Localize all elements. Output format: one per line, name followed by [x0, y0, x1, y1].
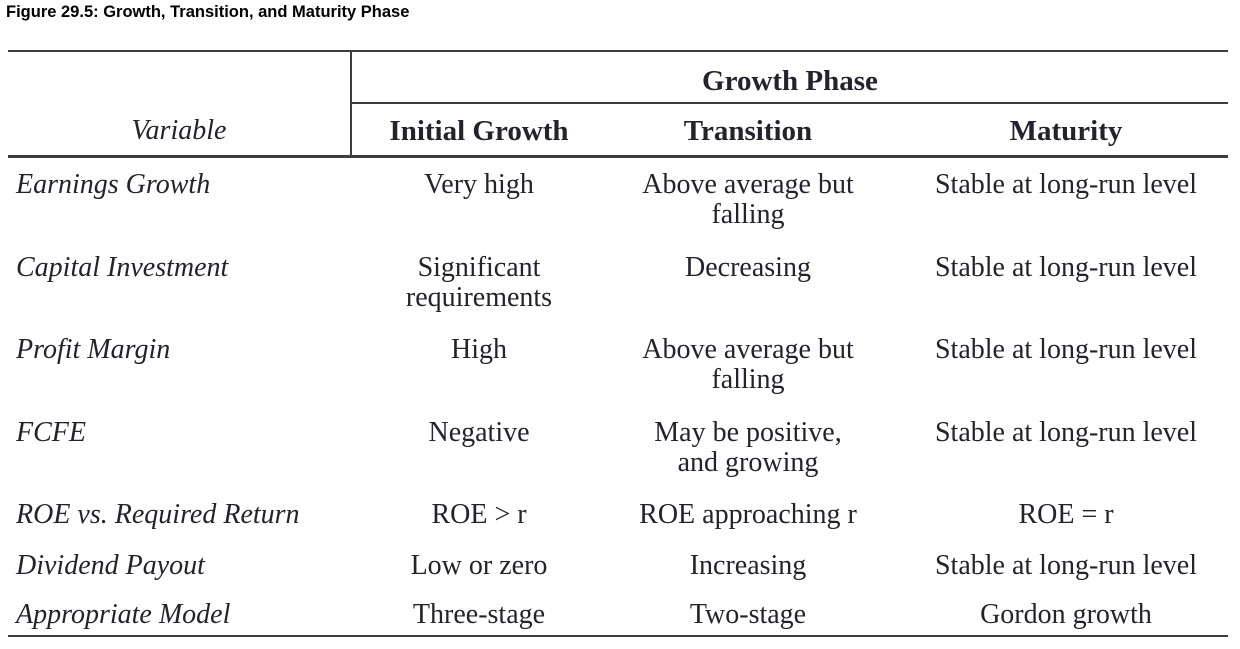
table-row-roe-vs-required-return: ROE vs. Required Return ROE > r ROE appr… — [8, 488, 1228, 539]
cell-maturity: Stable at long-run level — [934, 550, 1198, 581]
figure-title: Figure 29.5: Growth, Transition, and Mat… — [6, 3, 410, 21]
cell-transition: May be positive, and growing — [654, 417, 842, 478]
cell-transition: Increasing — [689, 550, 807, 581]
cell-transition: Two-stage — [689, 599, 807, 630]
table-row-appropriate-model: Appropriate Model Three-stage Two-stage … — [8, 588, 1228, 635]
header-bottom-border — [8, 155, 1228, 158]
cell-initial-growth: Significant requirements — [405, 252, 553, 313]
cell-maturity: Stable at long-run level — [934, 417, 1198, 448]
table-bottom-border — [8, 635, 1228, 637]
cell-initial-growth: Three-stage — [412, 599, 546, 630]
column-header-initial-growth: Initial Growth — [389, 115, 569, 147]
cell-maturity: ROE = r — [1018, 499, 1114, 530]
column-header-maturity: Maturity — [1009, 115, 1123, 147]
cell-initial-growth: Negative — [428, 417, 530, 448]
cell-variable: Appropriate Model — [16, 599, 231, 630]
cell-transition: Decreasing — [685, 252, 811, 283]
table-row-dividend-payout: Dividend Payout Low or zero Increasing S… — [8, 539, 1228, 588]
cell-maturity: Stable at long-run level — [934, 169, 1198, 200]
cell-transition: Above average but falling — [642, 169, 854, 230]
cell-initial-growth: High — [451, 334, 507, 365]
cell-initial-growth: Low or zero — [410, 550, 548, 581]
growth-phase-table: Growth Phase Variable Initial Growth Tra… — [8, 50, 1228, 642]
cell-maturity: Stable at long-run level — [934, 334, 1198, 365]
table-top-border — [8, 50, 1228, 52]
cell-initial-growth: ROE > r — [431, 499, 527, 530]
cell-variable: Profit Margin — [16, 334, 171, 365]
growth-phase-underline — [352, 102, 1228, 104]
table-row-profit-margin: Profit Margin High Above average but fal… — [8, 323, 1228, 406]
table-row-capital-investment: Capital Investment Significant requireme… — [8, 241, 1228, 323]
cell-variable: Capital Investment — [16, 252, 229, 283]
table-row-earnings-growth: Earnings Growth Very high Above average … — [8, 158, 1228, 241]
table-row-fcfe: FCFE Negative May be positive, and growi… — [8, 406, 1228, 488]
cell-variable: FCFE — [16, 417, 86, 448]
column-header-transition: Transition — [683, 115, 813, 147]
column-headers-row: Variable Initial Growth Transition Matur… — [8, 115, 1228, 147]
cell-variable: ROE vs. Required Return — [16, 499, 300, 530]
cell-variable: Dividend Payout — [16, 550, 205, 581]
growth-phase-span-header: Growth Phase — [702, 65, 878, 97]
header-vertical-divider — [350, 50, 352, 155]
cell-variable: Earnings Growth — [16, 169, 211, 200]
cell-maturity: Gordon growth — [980, 599, 1152, 630]
cell-transition: Above average but falling — [642, 334, 854, 395]
cell-transition: ROE approaching r — [639, 499, 857, 530]
cell-maturity: Stable at long-run level — [934, 252, 1198, 283]
cell-initial-growth: Very high — [424, 169, 534, 200]
table-body: Earnings Growth Very high Above average … — [8, 158, 1228, 635]
column-header-variable: Variable — [131, 115, 227, 146]
